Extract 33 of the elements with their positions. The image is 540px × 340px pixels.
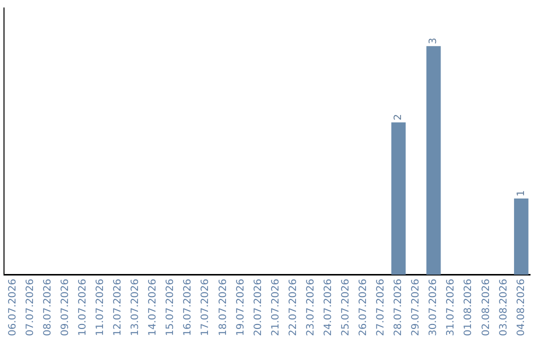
x-tick-label: 14.07.2026: [148, 278, 159, 336]
x-tick-label: 16.07.2026: [182, 278, 194, 336]
x-tick-label: 19.07.2026: [235, 278, 246, 336]
x-tick-label: 04.08.2026: [516, 278, 527, 336]
x-tick-label: 02.08.2026: [480, 278, 492, 336]
x-tick-label: 31.07.2026: [446, 278, 457, 336]
x-tick-label: 26.07.2026: [358, 278, 370, 336]
x-tick-label: 13.07.2026: [130, 278, 142, 336]
x-tick-label: 29.07.2026: [410, 278, 422, 336]
x-tick-label: 25.07.2026: [340, 278, 352, 336]
x-tick-label: 06.07.2026: [7, 278, 18, 336]
x-tick-label: 30.07.2026: [428, 278, 440, 336]
data-label: 3: [428, 38, 440, 44]
x-tick-label: 08.07.2026: [42, 278, 54, 336]
data-label: 2: [393, 114, 404, 120]
x-tick-label: 12.07.2026: [112, 278, 124, 336]
x-tick-label: 10.07.2026: [77, 278, 88, 336]
x-tick-label: 03.08.2026: [498, 278, 510, 336]
x-tick-label: 20.07.2026: [252, 278, 264, 336]
x-tick-label: 24.07.2026: [322, 278, 334, 336]
x-tick-label: 23.07.2026: [305, 278, 316, 336]
x-tick-label: 18.07.2026: [218, 278, 229, 336]
x-tick-label: 11.07.2026: [95, 278, 106, 336]
x-tick-label: 27.07.2026: [376, 278, 387, 336]
x-tick-label: 01.08.2026: [463, 278, 474, 336]
x-tick-label: 15.07.2026: [165, 278, 176, 336]
x-tick-label: 07.07.2026: [24, 278, 36, 336]
data-label: 1: [516, 190, 527, 197]
x-tick-label: 09.07.2026: [60, 278, 71, 336]
x-tick-label: 22.07.2026: [288, 278, 299, 336]
x-tick-label: 17.07.2026: [200, 278, 212, 336]
x-tick-label: 28.07.2026: [393, 278, 404, 336]
x-tick-label: 21.07.2026: [270, 278, 282, 336]
